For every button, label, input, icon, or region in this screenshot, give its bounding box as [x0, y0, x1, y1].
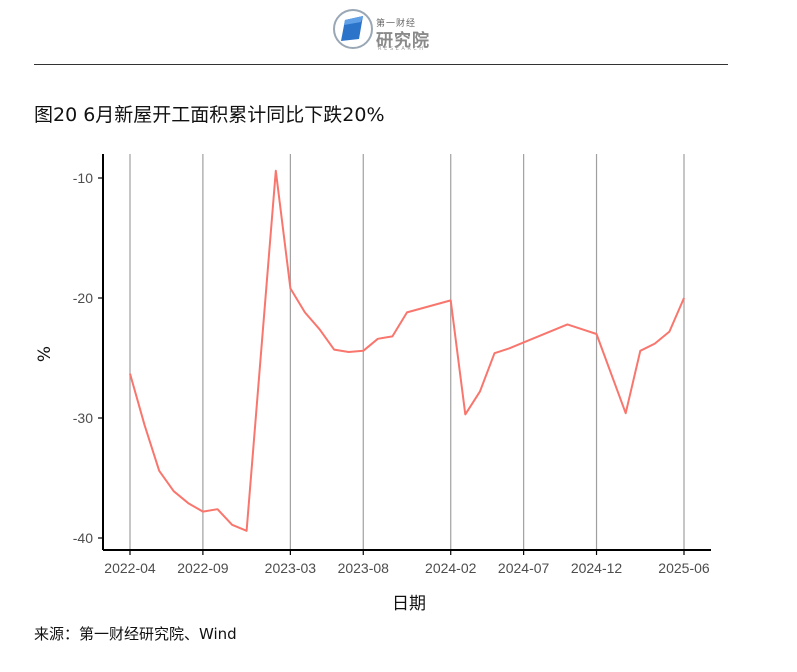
- research-logo: 第一财经 研究院 RESEARCH: [332, 8, 452, 54]
- x-tick-label: 2025-06: [658, 560, 710, 576]
- y-tick-label: -30: [73, 410, 93, 426]
- header-divider: [34, 64, 728, 65]
- x-tick-label: 2024-02: [425, 560, 477, 576]
- grid-lines: [129, 154, 685, 550]
- y-tick-label: -40: [73, 530, 93, 546]
- x-tick-label: 2024-07: [498, 560, 550, 576]
- series-layer: [129, 169, 685, 532]
- logo-emblem-icon: [333, 9, 373, 49]
- series-line: [129, 169, 685, 532]
- y-tick-label: -20: [73, 290, 93, 306]
- x-tick-label: 2024-12: [571, 560, 623, 576]
- x-tick-label: 2023-03: [265, 560, 317, 576]
- tick-labels: 2022-04 2022-09 2023-03 2023-08 2024-02 2024-…: [73, 170, 710, 576]
- axes: [98, 154, 711, 555]
- x-tick-label: 2022-04: [104, 560, 156, 576]
- x-tick-label: 2022-09: [177, 560, 229, 576]
- figure-title: 图20 6月新屋开工面积累计同比下跌20%: [34, 104, 385, 126]
- x-axis-title: 日期: [392, 594, 426, 614]
- logo-english-text: RESEARCH: [378, 46, 426, 52]
- logo-main-text: 研究院: [376, 31, 430, 51]
- y-tick-label: -10: [73, 170, 93, 186]
- line-chart: 2022-04 2022-09 2023-03 2023-08 2024-02 2024-…: [35, 154, 711, 614]
- source-note: 来源：第一财经研究院、Wind: [34, 625, 237, 643]
- y-axis-title: %: [35, 346, 55, 362]
- logo-small-text: 第一财经: [376, 19, 417, 29]
- x-tick-label: 2023-08: [338, 560, 390, 576]
